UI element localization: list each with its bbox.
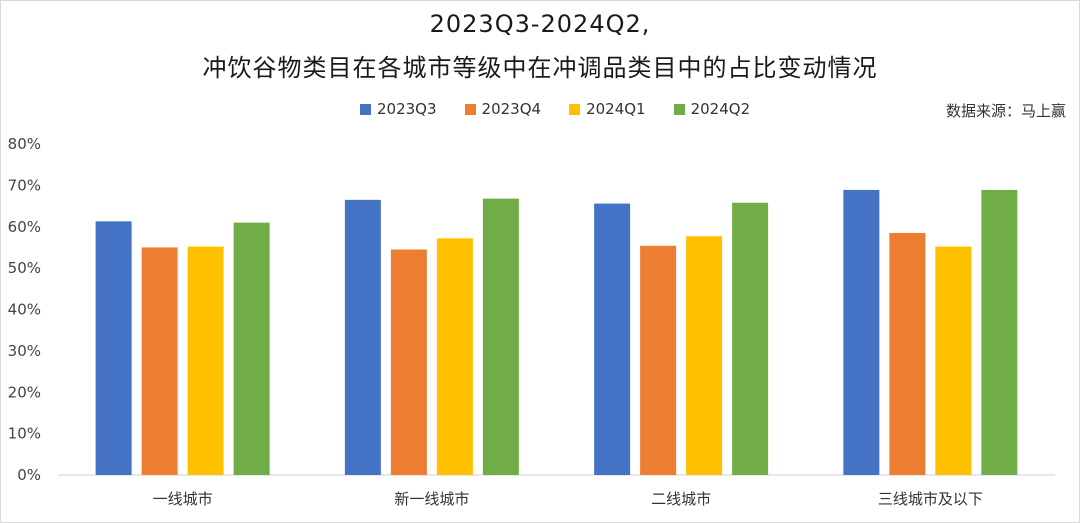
x-category-label: 一线城市 bbox=[153, 490, 213, 508]
bar-2024q2-2 bbox=[732, 202, 769, 475]
x-category-label: 三线城市及以下 bbox=[878, 490, 983, 508]
bar-2023q4-0 bbox=[141, 247, 178, 475]
legend-swatch bbox=[464, 103, 476, 115]
legend-item-2023q4: 2023Q4 bbox=[464, 100, 542, 118]
bar-2024q2-3 bbox=[981, 189, 1018, 475]
bar-2023q4-3 bbox=[889, 232, 926, 475]
y-tick-label: 0% bbox=[17, 466, 41, 484]
legend-label: 2024Q2 bbox=[690, 100, 751, 118]
bar-2024q2-1 bbox=[482, 198, 519, 476]
legend-item-2023q3: 2023Q3 bbox=[360, 100, 437, 118]
y-tick-label: 10% bbox=[8, 425, 41, 443]
y-tick-label: 30% bbox=[8, 342, 41, 360]
legend-label: 2024Q1 bbox=[586, 100, 646, 118]
bar-2024q1-2 bbox=[686, 236, 723, 475]
legend-item-2024q1: 2024Q1 bbox=[569, 100, 646, 118]
bar-2024q1-1 bbox=[436, 238, 473, 475]
legend: 2023Q3 2023Q4 2024Q1 2024Q2 bbox=[360, 100, 750, 118]
y-tick-label: 70% bbox=[8, 176, 41, 194]
legend-item-2024q2: 2024Q2 bbox=[673, 100, 751, 118]
y-tick-label: 20% bbox=[8, 383, 41, 401]
legend-label: 2023Q4 bbox=[481, 100, 542, 118]
source-note: 数据来源：马上赢 bbox=[945, 102, 1066, 120]
legend-swatch bbox=[569, 103, 581, 115]
y-tick-label: 60% bbox=[8, 218, 41, 236]
legend-swatch bbox=[673, 103, 685, 115]
bar-2024q1-0 bbox=[187, 246, 224, 475]
x-category-label: 二线城市 bbox=[651, 490, 711, 508]
bar-2023q3-3 bbox=[843, 189, 880, 475]
y-tick-label: 50% bbox=[8, 259, 41, 277]
x-category-label: 新一线城市 bbox=[394, 490, 469, 508]
chart-title: 2023Q3-2024Q2, bbox=[429, 10, 651, 38]
chart-subtitle: 冲饮谷物类目在各城市等级中在冲调品类目中的占比变动情况 bbox=[202, 54, 878, 82]
bar-2023q3-0 bbox=[95, 221, 132, 475]
bar-2023q3-1 bbox=[344, 199, 381, 475]
y-tick-label: 40% bbox=[8, 301, 41, 319]
y-tick-label: 80% bbox=[8, 135, 41, 153]
bar-2024q2-0 bbox=[233, 222, 270, 475]
bar-2024q1-3 bbox=[935, 246, 972, 475]
legend-swatch bbox=[360, 103, 371, 115]
legend-label: 2023Q3 bbox=[377, 100, 437, 118]
bar-2023q4-2 bbox=[640, 245, 677, 475]
bar-2023q4-1 bbox=[390, 249, 427, 475]
bar-2023q3-2 bbox=[594, 203, 631, 475]
